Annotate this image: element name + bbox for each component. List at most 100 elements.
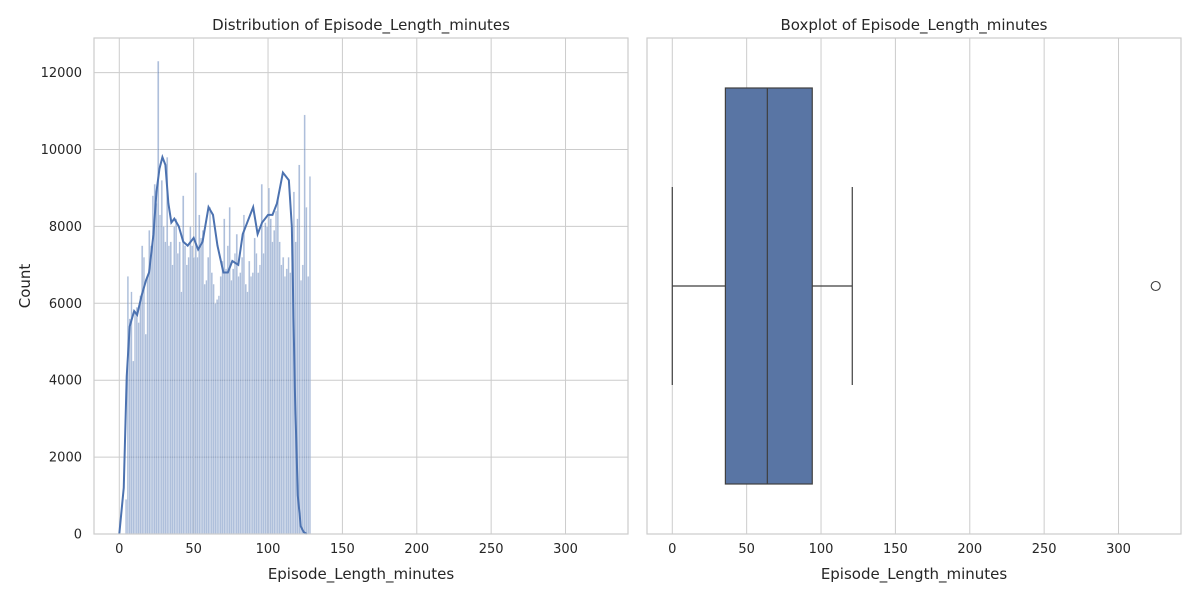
- boxplot-x-tick-label: 300: [1106, 542, 1131, 557]
- histogram-bar: [239, 272, 242, 535]
- histogram-bar: [301, 264, 304, 535]
- histogram-bar: [282, 257, 285, 535]
- histogram-bar: [150, 245, 153, 535]
- boxplot-x-tick-label: 0: [668, 542, 676, 557]
- histogram-x-tick-labels: 0 50 100 150 200 250 300: [115, 542, 578, 557]
- histogram-bar: [214, 303, 217, 535]
- histogram-bar: [262, 253, 265, 535]
- histogram-bar: [205, 280, 208, 535]
- histogram-bar: [223, 218, 226, 535]
- histogram-x-tick-label: 150: [330, 542, 355, 557]
- histogram-bar: [160, 180, 163, 535]
- histogram-bar: [241, 257, 244, 535]
- outlier-point: [1150, 280, 1161, 292]
- histogram-bar: [132, 360, 135, 535]
- boxplot-x-tick-label: 250: [1032, 542, 1057, 557]
- histogram-bar: [178, 241, 181, 535]
- histogram-y-tick-label: 6000: [49, 297, 82, 312]
- histogram-bar: [248, 260, 251, 535]
- histogram-bar: [233, 253, 237, 535]
- histogram-bar: [196, 257, 199, 535]
- histogram-bar: [289, 272, 292, 535]
- histogram-x-tick-label: 200: [404, 542, 429, 557]
- histogram-bar: [185, 264, 188, 535]
- histogram-y-tick-labels: 0 2000 4000 6000 8000 10000 12000: [41, 66, 82, 542]
- histogram-bar: [273, 230, 276, 535]
- histogram-bar: [142, 257, 145, 535]
- histogram-bar: [203, 283, 206, 535]
- histogram-bar: [155, 203, 158, 535]
- histogram-bar: [219, 276, 222, 535]
- histogram-bar: [159, 214, 162, 535]
- histogram-bar: [212, 283, 215, 535]
- histogram-panel: Distribution of Episode_Length_minutes 0…: [16, 16, 629, 584]
- histogram-bar: [303, 114, 306, 535]
- histogram-x-tick-label: 250: [479, 542, 504, 557]
- histogram-bar: [228, 207, 231, 535]
- histogram-y-tick-label: 4000: [49, 374, 82, 389]
- histogram-bar: [194, 172, 197, 535]
- histogram-x-tick-label: 300: [553, 542, 578, 557]
- histogram-bar: [198, 214, 201, 535]
- histogram-bar: [157, 60, 160, 535]
- histogram-bar: [191, 245, 194, 535]
- histogram-bar: [253, 237, 256, 535]
- boxplot-x-axis-label: Episode_Length_minutes: [821, 565, 1008, 584]
- histogram-bar: [283, 276, 287, 535]
- histogram-bar: [207, 257, 210, 535]
- histogram-bar: [164, 241, 167, 535]
- histogram-bar: [226, 245, 229, 535]
- boxplot-x-tick-label: 200: [957, 542, 982, 557]
- histogram-bar: [146, 276, 149, 535]
- histogram-x-tick-label: 50: [185, 542, 202, 557]
- histogram-bar: [255, 253, 258, 535]
- histogram-bar: [298, 164, 301, 535]
- boxplot-panel: Boxplot of Episode_Length_minutes 0 50 100…: [646, 16, 1182, 584]
- histogram-bar: [209, 207, 212, 535]
- histogram-bar: [244, 283, 247, 535]
- histogram-bar: [276, 199, 279, 535]
- histogram-bar: [192, 257, 195, 535]
- histogram-bar: [201, 230, 204, 535]
- histogram-bar: [267, 187, 270, 535]
- histogram-bar: [250, 276, 253, 535]
- histogram-bar: [167, 245, 170, 535]
- histogram-bar: [242, 214, 245, 535]
- histogram-bar: [271, 241, 274, 535]
- histogram-bar: [235, 233, 238, 535]
- histogram-bars: [125, 60, 311, 535]
- histogram-bar: [169, 241, 172, 535]
- histogram-bar: [260, 183, 263, 535]
- histogram-bar: [285, 268, 288, 535]
- histogram-y-tick-label: 8000: [49, 220, 82, 235]
- boxplot-x-tick-label: 100: [809, 542, 834, 557]
- histogram-bar: [189, 226, 192, 535]
- histogram-bar: [176, 253, 179, 535]
- histogram-bar: [125, 499, 128, 535]
- histogram-bar: [232, 268, 235, 535]
- histogram-x-tick-label: 100: [256, 542, 281, 557]
- histogram-bar: [162, 226, 165, 535]
- histogram-bar: [251, 272, 254, 535]
- boxplot-plot-frame: [646, 37, 1182, 535]
- histogram-bar: [287, 257, 290, 535]
- boxplot-x-tick-label: 150: [883, 542, 908, 557]
- histogram-bar: [144, 333, 147, 535]
- histogram-bar: [308, 176, 311, 535]
- histogram-bar: [135, 307, 138, 535]
- histogram-bar: [300, 280, 303, 535]
- histogram-bar: [305, 207, 308, 535]
- histogram-bar: [269, 218, 272, 535]
- histogram-y-tick-label: 10000: [41, 143, 82, 158]
- histogram-bar: [139, 295, 142, 535]
- histogram-gridlines: [94, 38, 628, 535]
- histogram-bar: [200, 237, 203, 535]
- histogram-bar: [175, 218, 178, 535]
- histogram-bar: [173, 226, 176, 535]
- histogram-bar: [246, 291, 249, 535]
- histogram-bar: [266, 226, 269, 535]
- boxplot-x-tick-labels: 0 50 100 150 200 250 300: [668, 542, 1131, 557]
- histogram-bar: [230, 280, 233, 535]
- histogram-y-axis-label: Count: [16, 264, 34, 309]
